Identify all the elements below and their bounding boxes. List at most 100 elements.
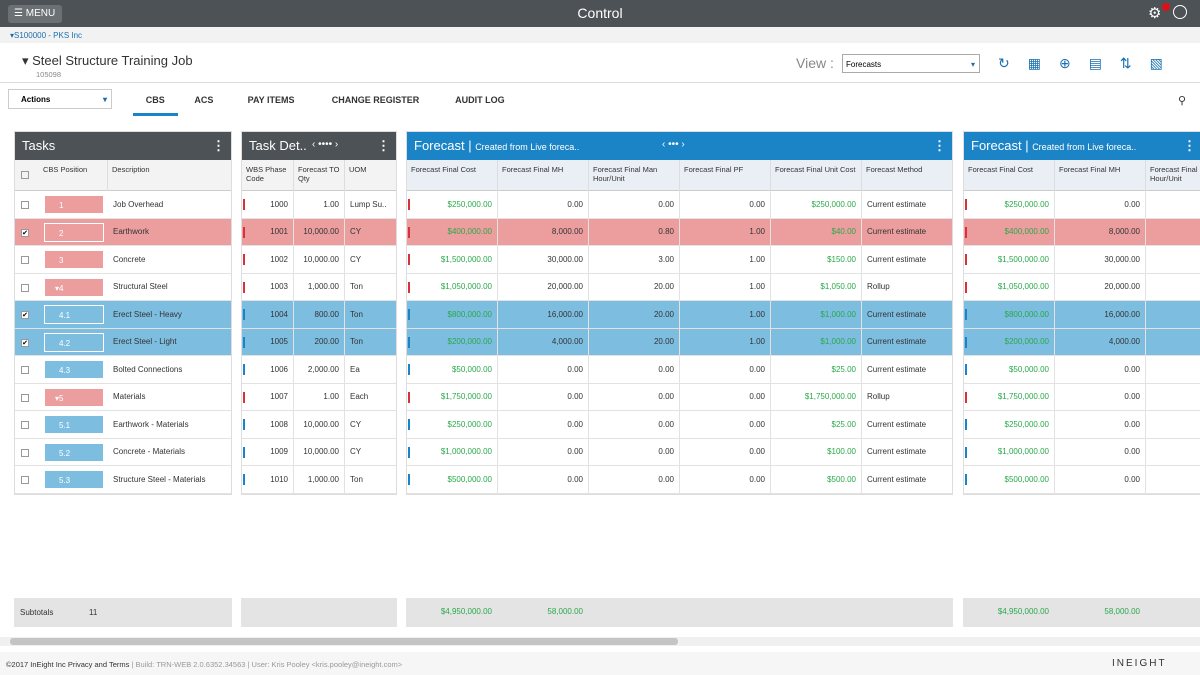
cbs-badge[interactable]: 4.3	[44, 360, 104, 379]
cbs-badge[interactable]: ▾5	[44, 388, 104, 407]
row-checkbox[interactable]	[21, 421, 29, 429]
forecast-cell: $1,000.00	[771, 301, 862, 329]
forecast-cell: Current estimate	[862, 439, 953, 467]
forecast-cell: 20.00	[1146, 329, 1200, 357]
forecast-qty: 800.00	[294, 301, 345, 329]
uom: CY	[345, 219, 397, 247]
panel: Tasks⋮CBS PositionDescription1Job Overhe…	[14, 131, 232, 495]
forecast-cell: 0.00	[498, 411, 589, 439]
cbs-badge[interactable]: 4.2	[44, 333, 104, 352]
cbs-badge[interactable]: 4.1	[44, 305, 104, 324]
wbs-code: 1002	[242, 246, 294, 274]
cbs-position: 5.1	[59, 421, 70, 430]
forecast-cell: $40.00	[771, 219, 862, 247]
forecast-cell: $1,050.00	[771, 274, 862, 302]
uom: CY	[345, 439, 397, 467]
subtotal-mh: 58,000.00	[1054, 607, 1145, 616]
uom: CY	[345, 411, 397, 439]
forecast-cell: 0.00	[1055, 411, 1146, 439]
row-checkbox[interactable]: ✔	[21, 229, 29, 237]
forecast-cell: $800,000.00	[964, 301, 1055, 329]
column-header: Forecast Final MH	[1055, 160, 1146, 191]
forecast-cell: 0.00	[680, 466, 771, 494]
description: Earthwork	[108, 219, 232, 247]
column-header: UOM	[345, 160, 397, 191]
forecast-cell: Current estimate	[862, 246, 953, 274]
cbs-badge[interactable]: 3	[44, 250, 104, 269]
forecast-qty: 2,000.00	[294, 356, 345, 384]
forecast-cell: 0.00	[589, 411, 680, 439]
forecast-cell: $500.00	[771, 466, 862, 494]
panel-menu[interactable]: ⋮	[377, 138, 390, 154]
row-checkbox[interactable]	[21, 201, 29, 209]
row-checkbox[interactable]	[21, 449, 29, 457]
forecast-cell: 0.00	[1146, 356, 1200, 384]
scroll-thumb[interactable]	[10, 638, 678, 645]
row-checkbox[interactable]	[21, 476, 29, 484]
wbs-code: 1003	[242, 274, 294, 302]
forecast-cell: 1.00	[680, 301, 771, 329]
forecast-cell: $1,500,000.00	[964, 246, 1055, 274]
description: Concrete - Materials	[108, 439, 232, 467]
forecast-qty: 200.00	[294, 329, 345, 357]
forecast-cell: $500,000.00	[407, 466, 498, 494]
panel-title: Task Det..	[249, 138, 307, 153]
cbs-position: 1	[59, 201, 63, 210]
uom: Ton	[345, 329, 397, 357]
forecast-qty: 10,000.00	[294, 219, 345, 247]
panel-menu[interactable]: ⋮	[1183, 138, 1196, 154]
row-checkbox[interactable]	[21, 394, 29, 402]
cbs-badge[interactable]: 5.2	[44, 443, 104, 462]
uom: Ea	[345, 356, 397, 384]
panel-subtitle[interactable]: Created from Live foreca..	[475, 142, 579, 152]
forecast-cell: 0.00	[589, 384, 680, 412]
copyright-text[interactable]: ©2017 InEight Inc Privacy and Terms	[6, 660, 129, 669]
pager[interactable]: ‹ •••• ›	[312, 139, 338, 150]
forecast-cell: 4,000.00	[1055, 329, 1146, 357]
forecast-cell: 16,000.00	[1055, 301, 1146, 329]
row-checkbox[interactable]	[21, 284, 29, 292]
forecast-cell: 0.00	[1146, 191, 1200, 219]
cbs-badge[interactable]: 5.1	[44, 415, 104, 434]
select-all[interactable]	[21, 171, 29, 179]
panel-menu[interactable]: ⋮	[933, 138, 946, 154]
forecast-cell: 20.00	[589, 274, 680, 302]
cbs-badge[interactable]: 5.3	[44, 470, 104, 489]
row-checkbox[interactable]: ✔	[21, 311, 29, 319]
forecast-cell: $800,000.00	[407, 301, 498, 329]
cbs-badge[interactable]: 1	[44, 195, 104, 214]
column-header: Forecast Final Man Hour/Unit	[1146, 160, 1200, 191]
column-header: Forecast Final Man Hour/Unit	[589, 160, 680, 191]
pager[interactable]: ‹ ••• ›	[662, 139, 685, 150]
build-info: | Build: TRN-WEB 2.0.6352.34563 | User: …	[131, 660, 402, 669]
brand: INEIGHT	[1112, 658, 1167, 669]
uom: Lump Su..	[345, 191, 397, 219]
row-checkbox[interactable]	[21, 366, 29, 374]
forecast-cell: Current estimate	[862, 356, 953, 384]
forecast-cell: Current estimate	[862, 411, 953, 439]
forecast-cell: 0.00	[680, 384, 771, 412]
description: Earthwork - Materials	[108, 411, 232, 439]
forecast-cell: 0.00	[1146, 384, 1200, 412]
row-checkbox[interactable]: ✔	[21, 339, 29, 347]
description: Structure Steel - Materials	[108, 466, 232, 494]
forecast-cell: 0.00	[680, 439, 771, 467]
forecast-cell: 0.00	[589, 439, 680, 467]
uom: Ton	[345, 466, 397, 494]
column-header: Forecast Final Unit Cost	[771, 160, 862, 191]
forecast-cell: 0.00	[680, 191, 771, 219]
forecast-cell: 0.00	[680, 356, 771, 384]
forecast-cell: 20,000.00	[1055, 274, 1146, 302]
forecast-cell: $1,500,000.00	[407, 246, 498, 274]
uom: Ton	[345, 301, 397, 329]
panel-menu[interactable]: ⋮	[212, 138, 225, 154]
cbs-badge[interactable]: ▾4	[44, 278, 104, 297]
forecast-cell: $1,750,000.00	[407, 384, 498, 412]
row-checkbox[interactable]	[21, 256, 29, 264]
forecast-cell: 1.00	[680, 274, 771, 302]
cbs-badge[interactable]: 2	[44, 223, 104, 242]
panel-subtitle[interactable]: Created from Live foreca..	[1032, 142, 1136, 152]
forecast-cell: 20,000.00	[498, 274, 589, 302]
forecast-cell: $150.00	[771, 246, 862, 274]
